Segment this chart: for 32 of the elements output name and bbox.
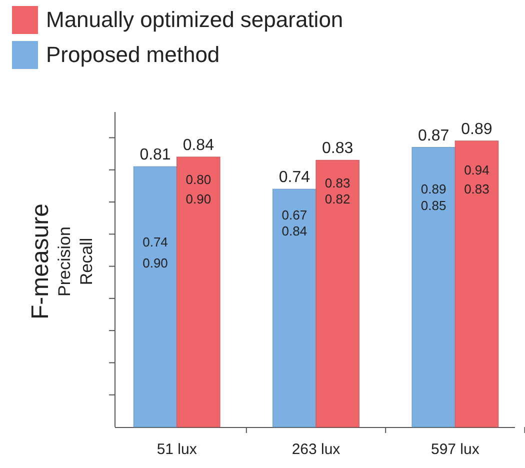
annotation: 0.83: [322, 140, 354, 158]
data-label: 0.83: [324, 175, 350, 190]
annotation: 0.67: [282, 207, 308, 222]
annotation: 0.94: [464, 162, 490, 178]
x-tick-label: 597 lux: [430, 441, 480, 458]
annotation: 0.74: [142, 234, 168, 250]
text: Precision: [55, 226, 74, 296]
text: Recall: [77, 238, 96, 286]
bar: [176, 156, 220, 428]
bar: [272, 188, 316, 428]
annotation: 0.83: [464, 182, 490, 197]
bar: [133, 166, 178, 428]
annotation: 0.80: [186, 172, 212, 188]
annotation: 0.85: [420, 198, 446, 213]
data-label: 0.81: [140, 146, 171, 164]
data-label: 0.74: [278, 169, 310, 186]
annotation: 0.89: [420, 182, 446, 197]
data-label: 0.87: [418, 127, 450, 144]
legend-label: Manually optimized separation: [46, 7, 344, 32]
x-tick-label: 263 lux: [292, 441, 341, 458]
bar: [412, 147, 456, 428]
data-label: 0.89: [461, 120, 492, 138]
annotation: 0.84: [282, 223, 308, 238]
bar: [454, 140, 499, 428]
annotation: 0.90: [186, 191, 212, 206]
bar: [316, 160, 360, 428]
annotation: 0.82: [324, 191, 350, 206]
data-label: 0.84: [182, 137, 214, 154]
legend-label: Proposed method: [46, 42, 220, 67]
y-axis-title: F-measure: [27, 203, 54, 320]
x-tick-label: 51 lux: [156, 441, 198, 458]
annotation: 0.90: [142, 256, 168, 271]
